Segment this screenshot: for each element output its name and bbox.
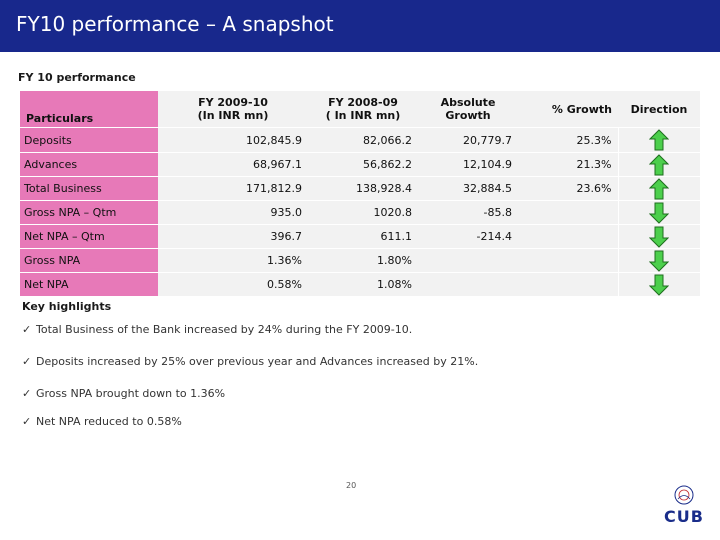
row-label: Net NPA – Qtm (20, 224, 158, 249)
row-label: Total Business (20, 176, 158, 201)
checkmark-icon: ✓ (22, 355, 32, 368)
highlight-text: Total Business of the Bank increased by … (36, 323, 413, 336)
cell-fy09: 82,066.2 (308, 127, 418, 153)
section-title: FY 10 performance (18, 71, 136, 84)
logo-text: CUB (664, 507, 704, 526)
cell-fy10: 102,845.9 (158, 127, 308, 153)
row-label: Gross NPA (20, 248, 158, 273)
highlight-item: ✓ Gross NPA brought down to 1.36% (22, 387, 225, 400)
table-row: Net NPA – Qtm 396.7 611.1 -214.4 (20, 224, 700, 249)
cell-fy09: 611.1 (308, 224, 418, 249)
arrow-up-icon (649, 129, 670, 151)
cell-fy09: 138,928.4 (308, 176, 418, 201)
cell-fy10: 396.7 (158, 224, 308, 249)
cell-fy09: 1020.8 (308, 200, 418, 225)
cell-fy09: 56,862.2 (308, 152, 418, 177)
cell-abs-growth: 20,779.7 (418, 127, 518, 153)
arrow-down-icon (649, 202, 670, 224)
cell-direction (617, 127, 700, 153)
table-row: Gross NPA 1.36% 1.80% (20, 248, 700, 273)
table-header-row: Particulars FY 2009-10 (In INR mn) FY 20… (20, 91, 700, 128)
row-label: Deposits (20, 127, 158, 153)
arrow-up-icon (649, 153, 670, 175)
cell-fy09: 1.80% (308, 248, 418, 273)
cell-direction (617, 200, 700, 225)
highlight-item: ✓ Deposits increased by 25% over previous… (22, 355, 478, 368)
cell-direction (617, 224, 700, 249)
cell-fy10: 68,967.1 (158, 152, 308, 177)
cell-fy09: 1.08% (308, 272, 418, 297)
header-fy10: FY 2009-10 (In INR mn) (158, 91, 308, 128)
cell-fy10: 0.58% (158, 272, 308, 297)
cub-emblem-icon (674, 485, 694, 505)
table-row: Advances 68,967.1 56,862.2 12,104.9 21.3% (20, 152, 700, 177)
cell-abs-growth: 12,104.9 (418, 152, 518, 177)
header-abs: Absolute Growth (418, 91, 518, 128)
cell-fy10: 1.36% (158, 248, 308, 273)
arrow-down-icon (649, 274, 670, 296)
cell-pct-growth: 25.3% (518, 127, 618, 153)
checkmark-icon: ✓ (22, 323, 32, 336)
cell-pct-growth: 23.6% (518, 176, 618, 201)
cell-direction (617, 176, 700, 201)
highlights-title: Key highlights (22, 300, 112, 313)
arrow-down-icon (649, 226, 670, 248)
table-row: Net NPA 0.58% 1.08% (20, 272, 700, 297)
highlight-text: Gross NPA brought down to 1.36% (36, 387, 226, 400)
cell-abs-growth (418, 272, 518, 297)
cell-direction (617, 248, 700, 273)
highlight-text: Deposits increased by 25% over previous … (36, 355, 479, 368)
table-row: Gross NPA – Qtm 935.0 1020.8 -85.8 (20, 200, 700, 225)
row-label: Advances (20, 152, 158, 177)
title-bar: FY10 performance – A snapshot (0, 0, 720, 52)
performance-table: Particulars FY 2009-10 (In INR mn) FY 20… (20, 91, 700, 297)
table-row: Total Business 171,812.9 138,928.4 32,884.5… (20, 176, 700, 201)
cell-fy10: 935.0 (158, 200, 308, 225)
arrow-down-icon (649, 250, 670, 272)
cell-abs-growth: 32,884.5 (418, 176, 518, 201)
highlight-item: ✓ Net NPA reduced to 0.58% (22, 415, 182, 428)
slide-title: FY10 performance – A snapshot (16, 12, 334, 36)
cell-pct-growth (518, 200, 618, 225)
header-pct: % Growth (518, 91, 618, 128)
row-label: Net NPA (20, 272, 158, 297)
highlight-text: Net NPA reduced to 0.58% (36, 415, 182, 428)
highlight-item: ✓ Total Business of the Bank increased by… (22, 323, 412, 336)
cell-direction (617, 272, 700, 297)
checkmark-icon: ✓ (22, 415, 32, 428)
cell-fy10: 171,812.9 (158, 176, 308, 201)
cell-pct-growth (518, 248, 618, 273)
cell-abs-growth: -214.4 (418, 224, 518, 249)
cell-direction (617, 152, 700, 177)
header-direction: Direction (618, 91, 700, 128)
cell-pct-growth (518, 224, 618, 249)
cell-abs-growth (418, 248, 518, 273)
page-number: 20 (346, 481, 357, 490)
cell-abs-growth: -85.8 (418, 200, 518, 225)
header-fy09: FY 2008-09 ( In INR mn) (308, 91, 418, 128)
arrow-up-icon (649, 177, 670, 199)
header-particulars: Particulars (20, 91, 158, 128)
cell-pct-growth: 21.3% (518, 152, 618, 177)
cell-pct-growth (518, 272, 618, 297)
row-label: Gross NPA – Qtm (20, 200, 158, 225)
checkmark-icon: ✓ (22, 387, 32, 400)
table-row: Deposits 102,845.9 82,066.2 20,779.7 25.3% (20, 127, 700, 153)
